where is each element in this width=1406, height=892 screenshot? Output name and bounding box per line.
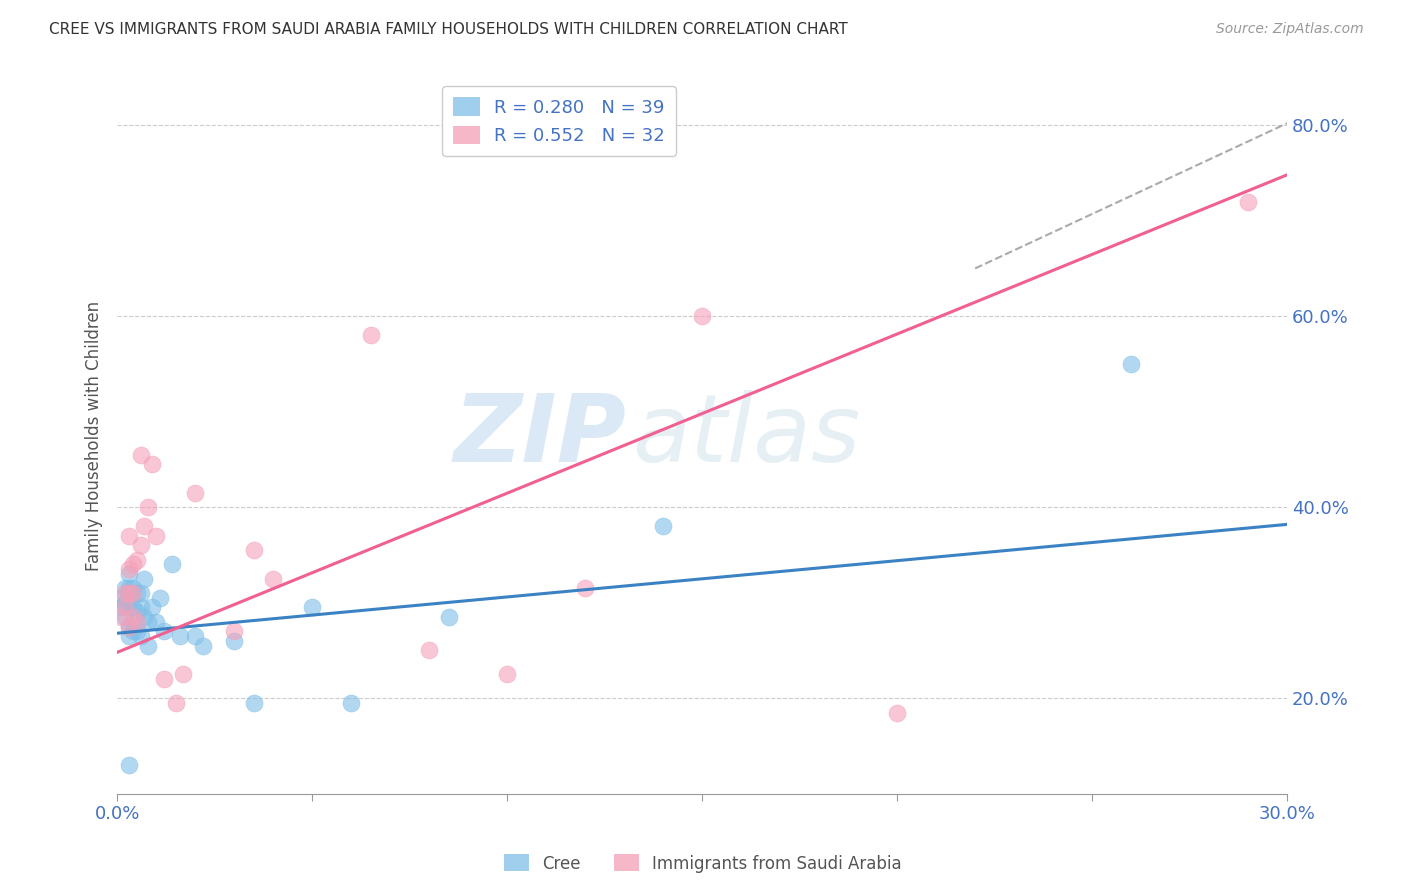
Point [149,591,172,605]
Legend: Cree, Immigrants from Saudi Arabia: Cree, Immigrants from Saudi Arabia [498,847,908,880]
Point [496,667,519,681]
Point [1237,194,1260,209]
Point [110,610,132,624]
Point [125,605,148,619]
Point [114,596,136,610]
Point [121,610,143,624]
Point [418,643,440,657]
Point [125,586,148,600]
Point [165,696,187,710]
Point [129,448,152,462]
Point [121,600,143,615]
Point [118,619,141,633]
Text: atlas: atlas [631,390,860,481]
Point [138,639,160,653]
Point [160,558,183,572]
Point [242,543,264,558]
Point [118,619,141,633]
Point [172,667,194,681]
Point [301,600,323,615]
Point [114,586,136,600]
Point [191,639,214,653]
Point [153,672,176,686]
Point [121,558,143,572]
Point [121,624,143,639]
Point [145,529,167,543]
Point [262,572,284,586]
Text: ZIP: ZIP [453,390,626,482]
Y-axis label: Family Households with Children: Family Households with Children [86,301,103,571]
Text: Source: ZipAtlas.com: Source: ZipAtlas.com [1216,22,1364,37]
Point [118,596,141,610]
Point [129,600,152,615]
Point [153,624,176,639]
Point [224,624,246,639]
Point [184,486,207,500]
Legend: R = 0.280   N = 39, R = 0.552   N = 32: R = 0.280 N = 39, R = 0.552 N = 32 [441,87,676,156]
Point [134,610,156,624]
Point [129,629,152,643]
Point [340,696,363,710]
Point [114,610,136,624]
Point [1119,357,1142,371]
Point [118,758,141,772]
Point [138,500,160,515]
Point [141,457,163,471]
Point [114,582,136,596]
Point [134,572,156,586]
Point [242,696,264,710]
Point [121,582,143,596]
Point [121,586,143,600]
Point [886,706,908,720]
Point [169,629,191,643]
Point [114,600,136,615]
Point [437,610,460,624]
Point [118,586,141,600]
Point [652,519,675,533]
Point [118,582,141,596]
Point [134,519,156,533]
Point [138,615,160,629]
Point [224,633,246,648]
Point [129,586,152,600]
Point [125,624,148,639]
Point [118,629,141,643]
Point [118,567,141,582]
Point [145,615,167,629]
Point [360,328,382,343]
Point [110,591,132,605]
Point [110,600,132,615]
Point [141,600,163,615]
Point [125,615,148,629]
Point [129,538,152,552]
Text: CREE VS IMMIGRANTS FROM SAUDI ARABIA FAMILY HOUSEHOLDS WITH CHILDREN CORRELATION: CREE VS IMMIGRANTS FROM SAUDI ARABIA FAM… [49,22,848,37]
Point [118,562,141,576]
Point [184,629,207,643]
Point [574,582,596,596]
Point [690,309,713,323]
Point [118,529,141,543]
Point [125,552,148,566]
